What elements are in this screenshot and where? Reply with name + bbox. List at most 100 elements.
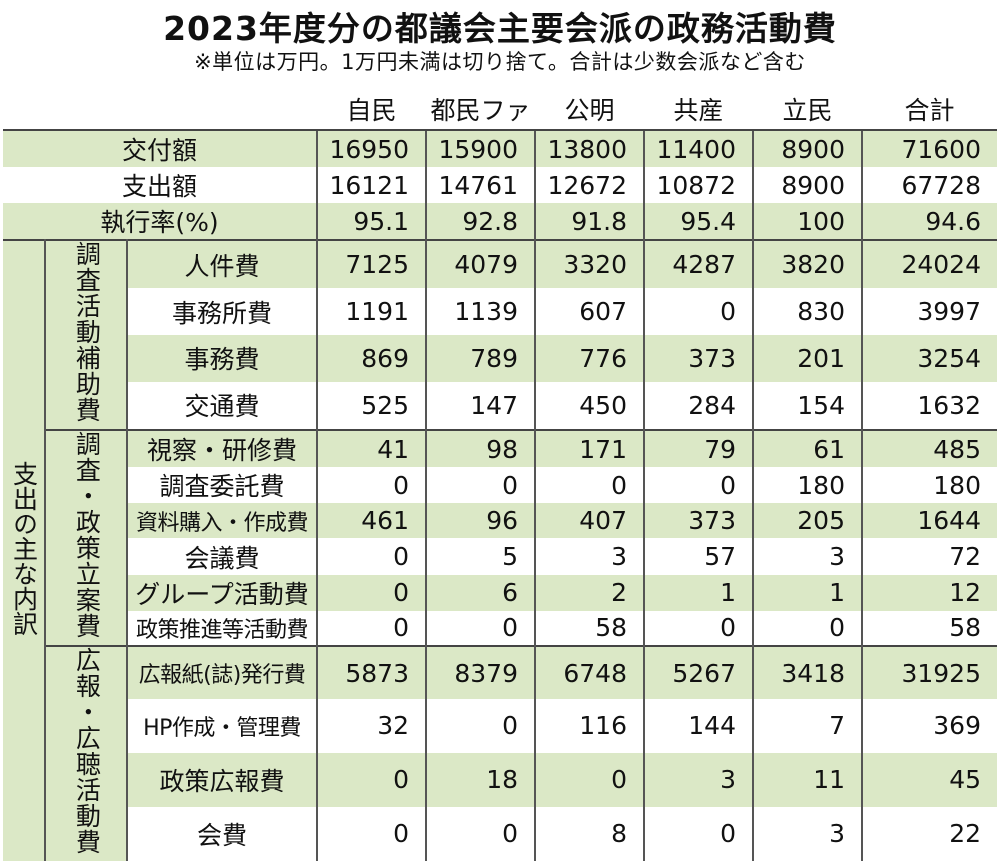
value-cell: 92.8 [425,203,535,240]
value-cell: 485 [861,428,997,468]
breakdown-row: グループ活動費 0 6 2 1 1 12 [3,574,997,611]
breakdown-row: 広報・広聴活動費 広報紙(誌)発行費 5873 8379 6748 5267 3418 319… [3,644,997,861]
value-cell: 869 [316,334,426,382]
value-cell: 3 [643,752,753,807]
breakdown-row: 事務費 869 789 776 373 201 3254 [3,334,997,382]
value-cell: 2 [534,574,644,611]
value-cell: 607 [534,288,644,335]
value-cell: 61 [752,428,862,468]
value-cell: 100 [752,203,862,240]
value-cell: 0 [425,699,535,753]
value-cell: 6 [425,574,535,611]
column-header: 自民 [346,95,397,125]
value-cell: 57 [643,538,753,575]
value-cell: 10872 [643,167,753,203]
value-cell: 1139 [425,288,535,335]
value-cell: 5267 [643,644,753,700]
header-row: 自民 都民ファ 公明 共産 立民 合計 [3,88,997,130]
value-cell: 525 [316,381,426,430]
value-cell: 4287 [643,238,753,289]
value-cell: 180 [861,467,997,504]
value-cell: 3254 [861,334,997,382]
value-cell: 98 [425,428,535,468]
group-label: 調査活動補助費 [45,239,128,430]
value-cell: 0 [425,806,535,861]
row-label: 政策広報費 [127,752,317,807]
value-cell: 32 [316,699,426,753]
value-cell: 12 [861,574,997,611]
value-cell: 0 [425,610,535,646]
value-cell: 31925 [861,644,997,700]
value-cell: 8900 [752,167,862,203]
value-cell: 3820 [752,238,862,289]
value-cell: 180 [752,467,862,504]
value-cell: 94.6 [861,203,997,240]
breakdown-row: 政策広報費 0 18 0 3 11 45 [3,752,997,807]
breakdown-row: 調査委託費 0 0 0 0 180 180 [3,467,997,504]
value-cell: 7 [752,699,862,753]
value-cell: 58 [534,610,644,646]
group-label: 調査・政策立案費 [45,429,128,646]
breakdown-row: 会議費 0 5 3 57 3 72 [3,538,997,575]
value-cell: 95.4 [643,203,753,240]
value-cell: 373 [643,503,753,539]
breakdown-row: 交通費 525 147 450 284 154 1632 [3,381,997,430]
value-cell: 373 [643,334,753,382]
breakdown-row: 政策推進等活動費 0 0 58 0 0 58 [3,610,997,646]
value-cell: 8 [534,806,644,861]
summary-row: 支出額 16121 14761 12672 10872 8900 67728 [3,167,997,203]
expense-table: 自民 都民ファ 公明 共産 立民 合計 交付額 16950 15900 13800 11… [3,88,997,861]
breakdown-row: 資料購入・作成費 461 96 407 373 205 1644 [3,503,997,539]
breakdown-row: 会費 0 0 8 0 3 22 [3,806,997,861]
value-cell: 450 [534,381,644,430]
value-cell: 830 [752,288,862,335]
column-header: 共産 [673,95,724,125]
row-label: 執行率(%) [3,203,317,240]
value-cell: 7125 [316,238,426,289]
row-label: 交通費 [184,392,260,422]
value-cell: 8379 [425,644,535,700]
value-cell: 79 [643,428,753,468]
value-cell: 3320 [534,238,644,289]
value-cell: 776 [534,334,644,382]
breakdown-row: 事務所費 1191 1139 607 0 830 3997 [3,288,997,335]
value-cell: 369 [861,699,997,753]
value-cell: 3 [752,538,862,575]
value-cell: 1 [643,574,753,611]
chart-title: 2023年度分の都議会主要会派の政務活動費 [163,9,837,48]
value-cell: 95.1 [316,203,426,240]
value-cell: 0 [643,806,753,861]
value-cell: 147 [425,381,535,430]
breakdown-label-text: 支出の主な内訳 [9,460,39,636]
chart-subtitle: ※単位は万円。1万円未満は切り捨て。合計は少数会派など含む [194,50,806,74]
group-label-text: 調査・政策立案費 [72,431,102,639]
group-label: 広報・広聴活動費 [45,645,128,861]
value-cell: 0 [316,574,426,611]
row-label: HP作成・管理費 [143,715,301,741]
column-header: 都民ファ [430,95,531,125]
value-cell: 0 [425,467,535,504]
value-cell: 1191 [316,288,426,335]
row-label: 視察・研修費 [127,428,317,468]
value-cell: 12672 [534,167,644,203]
value-cell: 154 [752,381,862,430]
row-label: 事務所費 [171,298,272,328]
row-label: 調査委託費 [159,472,285,502]
row-label: 会議費 [184,543,260,573]
value-cell: 16950 [316,129,426,167]
value-cell: 4079 [425,238,535,289]
value-cell: 8900 [752,129,862,167]
value-cell: 789 [425,334,535,382]
group-label-text: 調査活動補助費 [72,241,102,423]
breakdown-row: HP作成・管理費 32 0 116 144 7 369 [3,699,997,753]
value-cell: 461 [316,503,426,539]
value-cell: 11 [752,752,862,807]
group-label-text: 広報・広聴活動費 [72,647,102,855]
value-cell: 71600 [861,129,997,167]
value-cell: 171 [534,428,644,468]
value-cell: 22 [861,806,997,861]
value-cell: 24024 [861,238,997,289]
value-cell: 0 [534,467,644,504]
row-label: 人件費 [127,238,317,289]
value-cell: 41 [316,428,426,468]
